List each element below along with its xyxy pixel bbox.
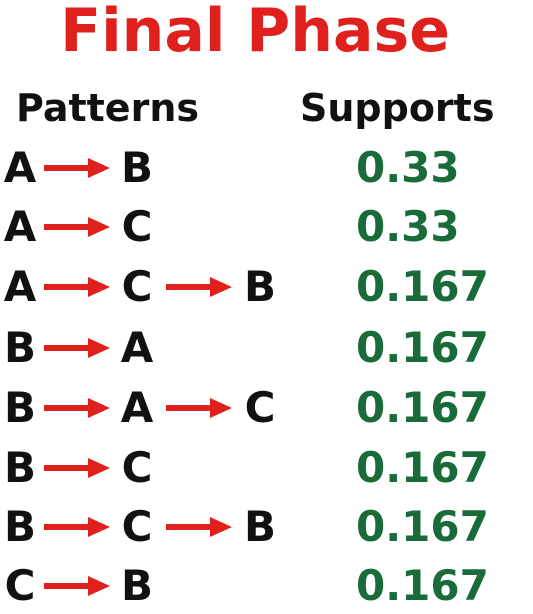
support-value: 0.167	[356, 443, 489, 492]
right-arrow-icon	[44, 338, 110, 358]
right-arrow-icon	[44, 217, 110, 237]
pattern-item: B	[243, 502, 276, 551]
right-arrow-icon	[166, 517, 232, 537]
support-value: 0.167	[356, 561, 489, 610]
support-value: 0.167	[356, 502, 489, 551]
pattern-item: C	[244, 383, 276, 432]
right-arrow-icon	[44, 277, 110, 297]
pattern-item: C	[4, 561, 36, 610]
patterns-column-header: Patterns	[16, 86, 199, 130]
right-arrow-icon	[44, 458, 110, 478]
pattern-item: C	[121, 443, 153, 492]
pattern-item: A	[120, 323, 154, 372]
right-arrow-icon	[166, 277, 232, 297]
page-title: Final Phase	[60, 0, 450, 66]
supports-column-header: Supports	[300, 86, 495, 130]
pattern-item: B	[3, 443, 36, 492]
support-value: 0.167	[356, 262, 489, 311]
pattern-row: B A C 0.167	[0, 380, 533, 436]
right-arrow-icon	[44, 576, 110, 596]
support-value: 0.167	[356, 383, 489, 432]
pattern-item: B	[243, 262, 276, 311]
right-arrow-icon	[44, 517, 110, 537]
pattern-item: A	[120, 383, 154, 432]
pattern-item: A	[3, 202, 37, 251]
pattern-item: B	[3, 323, 36, 372]
pattern-item: C	[121, 202, 153, 251]
right-arrow-icon	[166, 398, 232, 418]
pattern-row: C B 0.167	[0, 558, 533, 614]
pattern-item: B	[120, 561, 153, 610]
pattern-item: A	[3, 143, 37, 192]
pattern-row: A C B 0.167	[0, 259, 533, 315]
pattern-item: B	[120, 143, 153, 192]
pattern-row: B C 0.167	[0, 440, 533, 496]
support-value: 0.167	[356, 323, 489, 372]
pattern-item: C	[121, 502, 153, 551]
pattern-item: B	[3, 383, 36, 432]
right-arrow-icon	[44, 398, 110, 418]
pattern-row: A B 0.33	[0, 140, 533, 196]
support-value: 0.33	[356, 202, 460, 251]
pattern-item: A	[3, 262, 37, 311]
pattern-item: C	[121, 262, 153, 311]
pattern-row: B C B 0.167	[0, 499, 533, 555]
pattern-item: B	[3, 502, 36, 551]
support-value: 0.33	[356, 143, 460, 192]
pattern-row: A C 0.33	[0, 199, 533, 255]
right-arrow-icon	[44, 158, 110, 178]
pattern-row: B A 0.167	[0, 320, 533, 376]
